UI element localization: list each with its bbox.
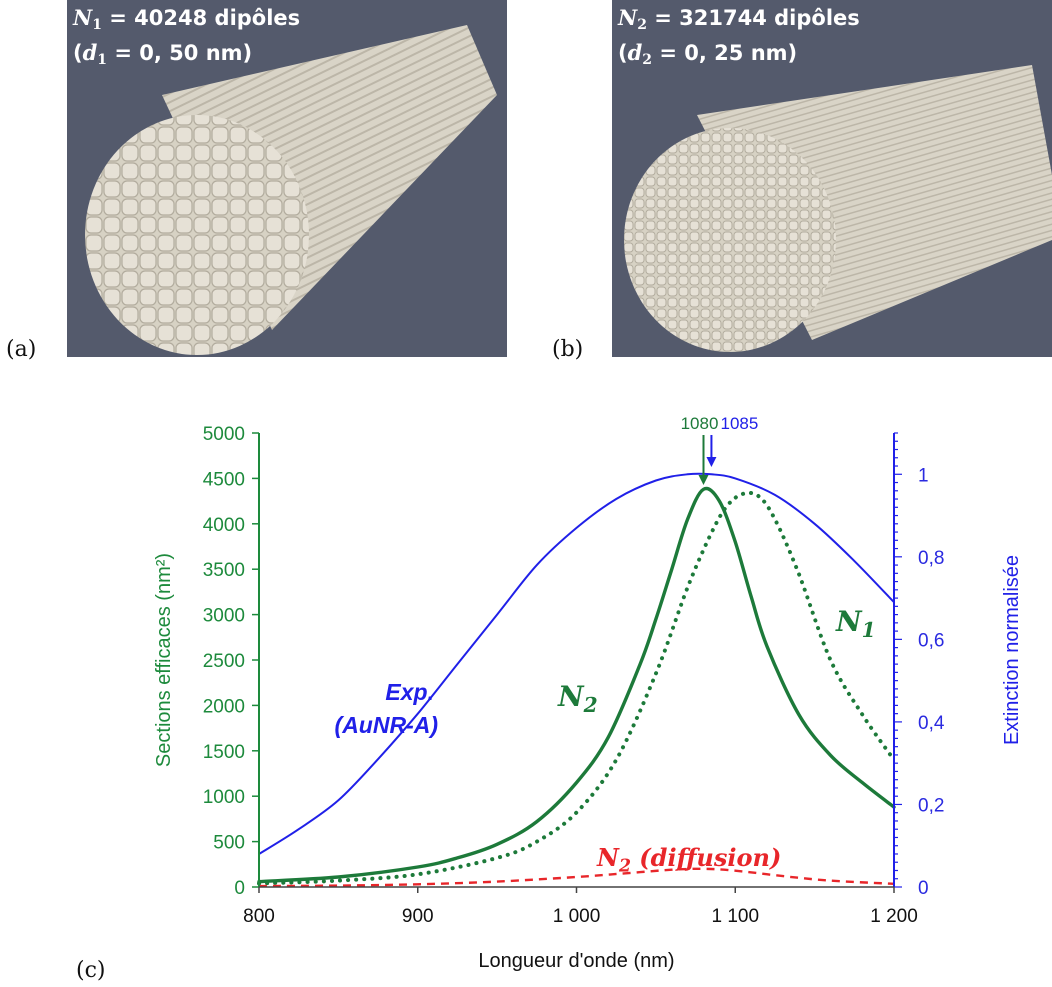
y-left-tick-label: 0 [234,878,245,899]
peak-arrow-head [698,475,709,485]
series-line-n2 [257,486,896,884]
extinction-chart: 0 500 1000 1500 2000 2500 3000 3500 4000 4500 5000… [153,414,1023,972]
y-right-tick-label: 0,4 [918,713,945,734]
peak-arrow-head [706,457,717,467]
x-tick-label: 800 [243,906,275,927]
peak-annotation-1085: 1085 [721,414,759,433]
label-n2: N2 [557,680,598,717]
peak-annotation-1080: 1080 [681,414,719,433]
label-exp: Exp. [385,679,434,705]
label-exp-sample: (AuNR-A) [335,712,438,738]
y-right-tick-label: 0,6 [918,630,944,651]
y-left-tick-label: 1500 [203,742,245,763]
y-left-tick-label: 3500 [203,560,245,581]
series-line-n1 [257,490,896,886]
series-line-n2-diffusion- [258,867,895,888]
nanorod-render-b [624,65,1052,352]
panel-b-caption: N2 = 321744 dipôles (d2 = 0, 25 nm) [618,5,860,68]
y-left-tick-label: 2000 [203,696,245,717]
y-right-tick-label: 0,2 [918,795,944,816]
panel-b-image: N2 = 321744 dipôles (d2 = 0, 25 nm) [612,0,1052,357]
x-axis-title: Longueur d'onde (nm) [478,950,674,972]
y-left-tick-label: 1000 [203,787,245,808]
panel-c-label: (c) [76,958,106,983]
y-axis-right-title: Extinction normalisée [1001,555,1023,745]
panel-a-label: (a) [6,337,37,362]
y-left-tick-label: 5000 [203,424,245,445]
label-n1: N1 [835,605,876,642]
y-left-tick-label: 3000 [203,606,245,627]
y-right-tick-label: 0 [918,878,929,899]
y-left-tick-label: 4500 [203,469,245,490]
label-n2-diffusion: N2 (diffusion) [596,843,781,876]
series-line-exp- [258,472,895,855]
panel-a-image: N1 = 40248 dipôles (d1 = 0, 50 nm) [67,0,507,357]
panel-b-label: (b) [552,337,584,362]
y-left-tick-label: 500 [213,833,245,854]
panel-a-caption: N1 = 40248 dipôles (d1 = 0, 50 nm) [73,5,301,68]
x-tick-label: 1 000 [553,906,601,927]
x-tick-label: 900 [402,906,434,927]
x-tick-label: 1 200 [870,906,918,927]
y-right-tick-label: 0,8 [918,548,944,569]
y-left-tick-label: 4000 [203,515,245,536]
y-right-tick-label: 1 [918,465,929,486]
x-tick-label: 1 100 [711,906,759,927]
y-axis-left-title: Sections efficaces (nm²) [153,553,175,767]
nanorod-render-a [85,25,497,355]
y-left-tick-label: 2500 [203,651,245,672]
